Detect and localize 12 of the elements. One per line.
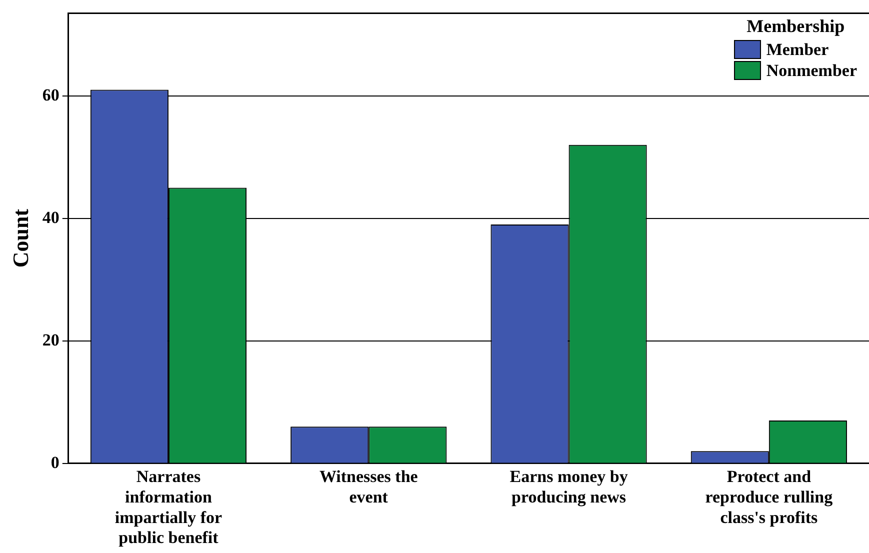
legend-label: Member [766, 40, 829, 60]
y-tick-label: 60 [42, 85, 60, 104]
x-tick-label: Protect and reproduce rulling class's profits [705, 466, 834, 527]
x-tick-label: Narrates information impartially for public benefit [114, 466, 223, 548]
y-tick-label: 20 [42, 330, 60, 350]
x-tick-label: Witnesses the event [319, 466, 418, 506]
legend-title: Membership [746, 16, 846, 37]
y-tick-label: 40 [42, 208, 60, 227]
y-tick-label: 0 [50, 452, 60, 472]
y-axis-title: Count [8, 208, 33, 268]
x-tick-label: Earns money by producing news [510, 466, 628, 506]
legend-label: Nonmember [766, 60, 857, 80]
